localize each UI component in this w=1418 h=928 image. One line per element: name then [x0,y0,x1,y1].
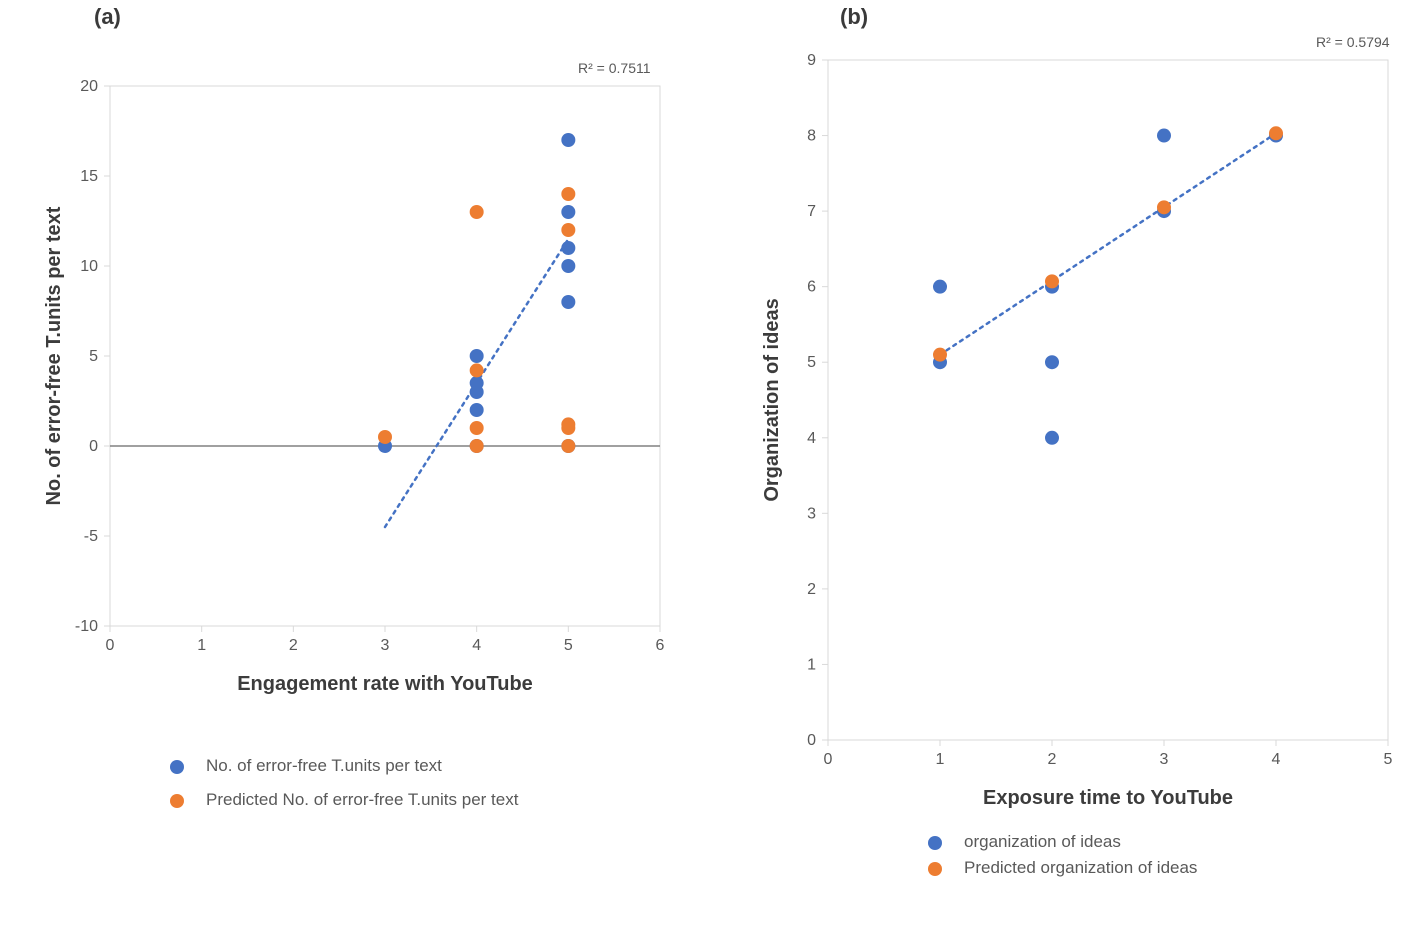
svg-text:3: 3 [381,637,390,654]
panel-b: (b) R² = 0.5794 0 1 2 3 4 5 6 7 8 9 0 1 2 3 4 5 Exposure… [718,0,1418,820]
legend-label: No. of error-free T.units per text [206,756,442,776]
legend-item: No. of error-free T.units per text [170,756,518,776]
svg-text:-5: -5 [84,528,98,545]
panel-b-r2: R² = 0.5794 [1316,34,1390,50]
svg-text:4: 4 [1272,751,1281,768]
svg-text:0: 0 [106,637,115,654]
svg-text:2: 2 [807,581,816,598]
legend-label: organization of ideas [964,832,1121,852]
panel-b-label: (b) [840,4,868,30]
svg-text:7: 7 [807,203,816,220]
figure-container: (a) R² = 0.7511 -10-5051015200123456Enga… [0,0,1418,928]
svg-text:0: 0 [89,438,98,455]
panel-a-legend: No. of error-free T.units per text Predi… [170,742,518,810]
legend-label: Predicted organization of ideas [964,858,1197,878]
panel-a-label: (a) [94,4,121,30]
legend-dot-icon [170,794,184,808]
svg-text:5: 5 [807,354,816,371]
legend-dot-icon [928,836,942,850]
svg-text:1: 1 [936,751,945,768]
svg-text:2: 2 [289,637,298,654]
svg-text:9: 9 [807,52,816,69]
svg-text:0: 0 [824,751,833,768]
svg-text:4: 4 [807,430,816,447]
svg-text:Exposure time to YouTube: Exposure time to YouTube [983,787,1233,809]
svg-text:20: 20 [80,78,98,95]
panel-b-plot: 0 1 2 3 4 5 6 7 8 9 0 1 2 3 4 5 Exposure time to YouTube… [718,0,1418,820]
legend-item: Predicted No. of error-free T.units per … [170,790,518,810]
svg-text:10: 10 [80,258,98,275]
panel-b-legend: organization of ideas Predicted organiza… [928,830,1197,878]
svg-text:Organization of ideas: Organization of ideas [761,298,783,501]
svg-text:3: 3 [807,505,816,522]
panel-a-r2: R² = 0.7511 [578,60,651,76]
svg-text:-10: -10 [75,618,98,635]
legend-dot-icon [170,760,184,774]
svg-text:1: 1 [807,656,816,673]
svg-text:5: 5 [1384,751,1393,768]
panel-a: (a) R² = 0.7511 -10 -5 0 5 10 15 20 0 1 2 3 4 5 6 Enga… [0,0,700,700]
svg-text:4: 4 [472,637,481,654]
legend-item: Predicted organization of ideas [928,858,1197,878]
panel-a-plot: -10 -5 0 5 10 15 20 0 1 2 3 4 5 6 Engagement rate with… [0,0,700,700]
svg-text:0: 0 [807,732,816,749]
svg-text:6: 6 [807,279,816,296]
svg-text:Engagement rate with YouTube: Engagement rate with YouTube [237,673,533,695]
svg-text:1: 1 [197,637,206,654]
svg-text:5: 5 [89,348,98,365]
svg-text:2: 2 [1048,751,1057,768]
svg-text:No. of error-free T.units per: No. of error-free T.units per text [43,206,65,505]
svg-text:5: 5 [564,637,573,654]
svg-text:6: 6 [656,637,665,654]
legend-label: Predicted No. of error-free T.units per … [206,790,518,810]
svg-text:3: 3 [1160,751,1169,768]
legend-dot-icon [928,862,942,876]
svg-text:15: 15 [80,168,98,185]
svg-text:8: 8 [807,128,816,145]
legend-item: organization of ideas [928,832,1197,852]
